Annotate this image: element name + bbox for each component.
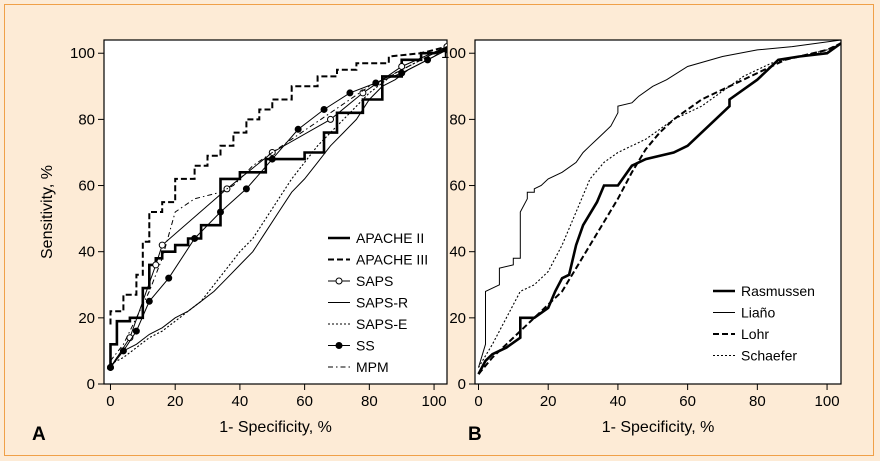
point-ss [424, 56, 432, 64]
y-tick-label: 60 [449, 178, 466, 195]
x-axis-title: 1- Specificity, % [219, 419, 332, 436]
legend-marker-ss [335, 342, 343, 349]
point-ss [216, 208, 224, 216]
legend: APACHE II APACHE III SAPS SAPS-R SAPS-E SS MPM [328, 230, 428, 375]
y-axis-title: Sensitivity, % [39, 165, 56, 259]
legend-label-saps-e: SAPS-E [356, 316, 407, 332]
legend-label-ss: SS [356, 338, 375, 354]
panel-a: 0 20 40 60 80 100 0 20 40 60 80 100 1- Specificity, … [32, 39, 448, 445]
y-tick-label: 100 [441, 45, 466, 62]
series-line-rasmussen [477, 42, 841, 375]
y-tick-label: 80 [449, 111, 466, 128]
point-ss [398, 69, 406, 77]
legend-label-saps-r: SAPS-R [356, 295, 408, 311]
legend-label-schaefer: Schaefer [741, 348, 797, 364]
y-tick-label: 20 [78, 310, 95, 327]
panel-b: 0 20 40 60 80 100 0 20 40 60 80 100 1- Specificity, … [441, 39, 842, 445]
series-line-lohr [477, 42, 841, 375]
x-tick-label: 60 [679, 393, 696, 410]
point-ss [132, 327, 140, 335]
plot-area [474, 39, 842, 385]
x-tick-label: 60 [296, 393, 313, 410]
legend: Rasmussen Liaño Lohr Schaefer [713, 283, 815, 364]
y-tick-label: 20 [449, 310, 466, 327]
legend-label-liano: Liaño [741, 305, 775, 321]
series-line-liano [478, 40, 841, 368]
point-saps [359, 89, 367, 97]
x-tick-label: 20 [540, 393, 557, 410]
x-tick-label: 80 [361, 393, 378, 410]
x-tick-label: 40 [610, 393, 627, 410]
y-tick-label: 40 [78, 244, 95, 261]
legend-label-mpm: MPM [356, 359, 389, 375]
x-tick-label: 0 [474, 393, 482, 410]
legend-label-saps: SAPS [356, 273, 393, 289]
point-saps [152, 261, 160, 269]
point-saps [158, 241, 166, 249]
point-ss [119, 347, 127, 355]
y-tick-label: 60 [78, 178, 95, 195]
x-tick-label: 80 [749, 393, 766, 410]
series-line-apache-iii [109, 45, 447, 325]
point-ss [242, 185, 250, 193]
x-tick-label: 0 [106, 393, 114, 410]
x-tick-label: 100 [422, 393, 447, 410]
y-tick-label: 0 [87, 376, 95, 393]
panel-letter-a: A [32, 424, 46, 445]
series-line-saps [110, 46, 447, 368]
x-tick-label: 40 [232, 393, 249, 410]
legend-label-rasmussen: Rasmussen [741, 283, 815, 299]
series-line-saps-r [110, 46, 447, 368]
legend-label-apache-iii: APACHE III [356, 252, 428, 268]
point-saps [327, 115, 335, 123]
point-ss [346, 89, 354, 97]
series-group [477, 40, 841, 375]
panel-letter-b: B [468, 424, 482, 445]
point-ss [145, 297, 153, 305]
point-ss [320, 105, 328, 113]
point-ss [165, 274, 173, 282]
legend-label-apache-ii: APACHE II [356, 230, 424, 246]
point-ss [191, 234, 199, 242]
legend-marker-saps [335, 277, 343, 285]
point-ss [294, 125, 302, 133]
y-tick-label: 40 [449, 244, 466, 261]
x-axis-title: 1- Specificity, % [602, 419, 715, 436]
series-line-ss [110, 49, 447, 368]
legend-label-lohr: Lohr [741, 326, 769, 342]
x-tick-label: 100 [815, 393, 840, 410]
series-line-mpm [110, 46, 447, 362]
point-ss [443, 46, 447, 54]
point-ss [268, 155, 276, 163]
y-tick-label: 80 [78, 111, 95, 128]
point-ss [106, 363, 114, 371]
y-tick-label: 0 [458, 376, 466, 393]
series-group [106, 43, 447, 371]
series-line-apache-ii [109, 48, 447, 368]
x-tick-label: 20 [167, 393, 184, 410]
series-line-schaefer [478, 42, 841, 368]
y-tick-label: 100 [70, 45, 95, 62]
